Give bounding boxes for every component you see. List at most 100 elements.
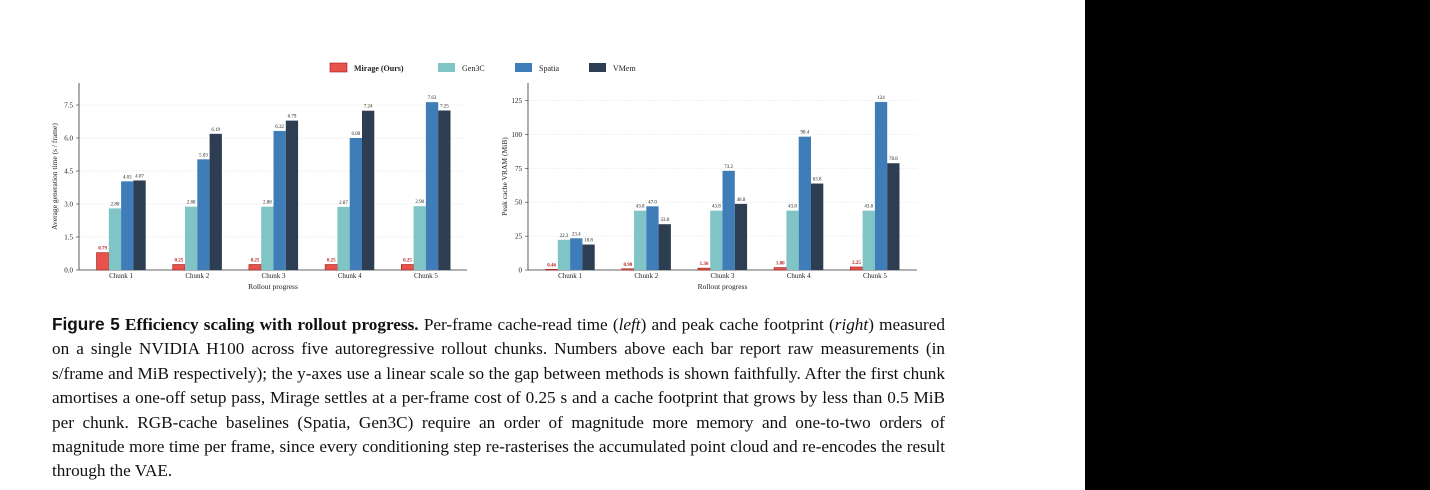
value-label: 43.8 [788, 205, 797, 210]
value-label: 7.25 [440, 105, 449, 110]
value-label: 7.24 [364, 105, 373, 110]
value-label: 33.8 [660, 218, 669, 223]
value-label: 1.36 [700, 262, 709, 267]
value-label: 0.25 [174, 259, 183, 264]
y-axis-label: Average generation time (s / frame) [50, 123, 59, 230]
value-label: 78.8 [889, 157, 898, 162]
x-axis-label: Rollout progress [698, 282, 748, 291]
bar [722, 170, 735, 270]
figure: 0.0 1.5 3.0 4.5 6.0 7.5 Average generation tim… [50, 62, 917, 291]
y-axis-label: Peak cache VRAM (MiB) [500, 137, 509, 216]
bar [811, 183, 824, 270]
y-tick-label: 75 [515, 165, 523, 173]
bar [349, 138, 362, 270]
bar [197, 159, 210, 270]
bar [646, 206, 659, 270]
value-label: 0.25 [327, 259, 336, 264]
bar [400, 264, 414, 271]
x-tick-label: Chunk 1 [558, 272, 582, 280]
value-label: 18.8 [584, 239, 593, 244]
value-label: 48.8 [737, 198, 746, 203]
value-label: 2.88 [263, 201, 272, 206]
bar [697, 267, 711, 271]
value-label: 43.8 [712, 205, 721, 210]
bar [248, 264, 262, 271]
bar [285, 120, 299, 271]
caption-title: Efficiency scaling with rollout progress… [125, 315, 419, 334]
value-label: 4.07 [135, 174, 144, 179]
bar [121, 181, 134, 270]
bar [582, 244, 595, 270]
bar [425, 102, 439, 270]
bar [545, 269, 559, 271]
value-label: 0.25 [251, 259, 260, 264]
value-label: 6.79 [288, 115, 297, 120]
x-tick-label: Chunk 2 [634, 272, 658, 280]
y-tick-label: 125 [512, 97, 523, 105]
x-tick-label: Chunk 5 [414, 272, 438, 280]
legend-swatch [515, 63, 532, 72]
value-label: 2.25 [852, 261, 861, 266]
value-label: 6.19 [211, 128, 220, 133]
bar [209, 133, 222, 270]
value-label: 0.79 [98, 247, 107, 252]
bar [261, 206, 274, 270]
bar [172, 264, 186, 271]
y-tick-label: 0.0 [64, 267, 73, 275]
legend-label: Gen3C [462, 64, 485, 73]
y-tick-label: 4.5 [64, 168, 73, 176]
caption-text: ) measured on a single NVIDIA H100 acros… [52, 315, 946, 481]
y-tick-label: 100 [512, 131, 523, 139]
value-label: 0.25 [403, 259, 412, 264]
caption-text: ) and peak cache footprint ( [640, 315, 835, 334]
x-tick-label: Chunk 5 [863, 272, 887, 280]
value-label: 0.90 [623, 263, 632, 268]
y-tick-label: 7.5 [64, 102, 73, 110]
value-label: 98.4 [800, 131, 809, 136]
value-label: 47.0 [648, 200, 657, 205]
bar [362, 110, 375, 270]
bar [273, 130, 286, 270]
bar [710, 210, 723, 270]
value-label: 2.90 [415, 200, 424, 205]
bar [734, 203, 748, 270]
value-label: 73.2 [724, 165, 733, 170]
value-label: 124 [877, 96, 885, 101]
bar [185, 206, 198, 270]
bar [621, 268, 635, 271]
y-tick-label: 50 [515, 199, 523, 207]
legend-swatch [589, 63, 606, 72]
legend-label: Spatia [539, 64, 559, 73]
x-axis-label: Rollout progress [248, 282, 298, 291]
y-tick-label: 6.0 [64, 135, 73, 143]
bar [324, 264, 338, 271]
value-label: 6.00 [351, 132, 360, 137]
bar [570, 238, 583, 270]
legend-label: Mirage (Ours) [354, 64, 404, 73]
caption-label: Figure 5 [52, 314, 120, 334]
bar [798, 136, 811, 270]
bar [413, 206, 426, 270]
bar [634, 210, 647, 270]
value-label: 23.4 [572, 232, 581, 237]
bar [96, 252, 110, 271]
legend-swatch [438, 63, 455, 72]
value-label: 2.88 [187, 201, 196, 206]
x-tick-label: Chunk 4 [338, 272, 362, 280]
value-label: 1.80 [776, 262, 785, 267]
value-label: 7.63 [428, 96, 437, 101]
bar [658, 224, 671, 270]
x-tick-label: Chunk 3 [262, 272, 286, 280]
x-tick-label: Chunk 4 [787, 272, 811, 280]
legend-swatch [329, 62, 348, 73]
caption-text: right [834, 315, 869, 334]
legend-label: VMem [613, 64, 636, 73]
bar [849, 266, 863, 271]
x-tick-label: Chunk 1 [109, 272, 133, 280]
value-label: 43.8 [636, 205, 645, 210]
y-tick-label: 0 [519, 267, 523, 275]
bar [862, 210, 875, 270]
caption-text: Per-frame cache-read time ( [423, 315, 619, 334]
x-tick-label: Chunk 3 [711, 272, 735, 280]
